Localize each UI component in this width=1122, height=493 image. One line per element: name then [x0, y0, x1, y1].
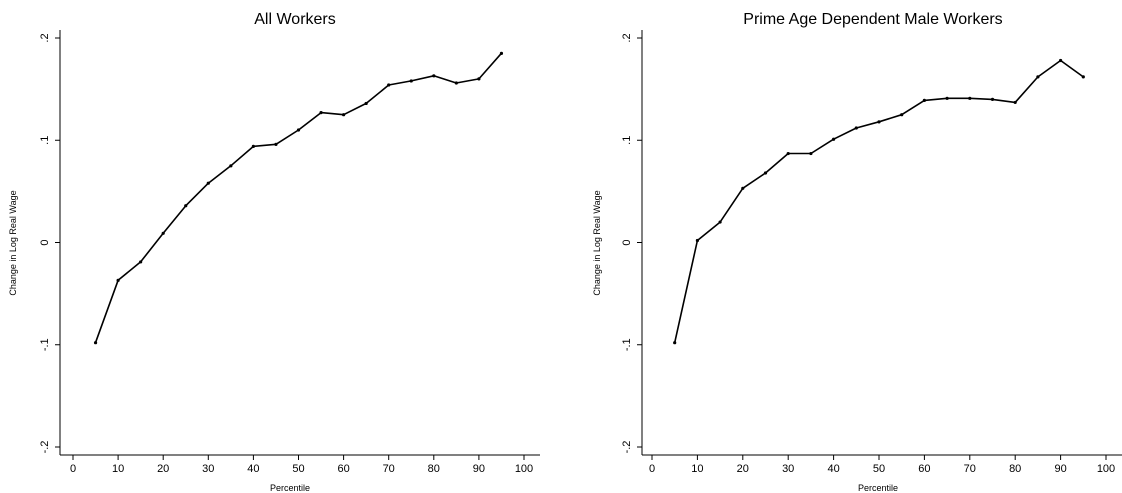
data-point — [945, 96, 949, 100]
x-tick-label: 40 — [827, 463, 839, 475]
data-point — [922, 98, 927, 102]
x-tick-label: 10 — [112, 463, 124, 475]
data-point — [229, 164, 233, 168]
x-tick-label: 60 — [918, 463, 930, 475]
x-tick-label: 60 — [337, 463, 349, 475]
data-point — [387, 83, 391, 87]
x-tick-label: 0 — [649, 463, 655, 475]
x-tick-label: 70 — [383, 463, 395, 475]
data-point — [1081, 75, 1085, 79]
data-point — [184, 204, 188, 208]
x-axis-title: Percentile — [858, 483, 898, 493]
x-tick-label: 30 — [782, 463, 794, 475]
data-point — [990, 97, 995, 101]
data-point — [432, 74, 436, 78]
data-point — [763, 171, 768, 175]
data-point — [832, 137, 836, 141]
x-tick-label: 0 — [70, 463, 76, 475]
y-tick-label: .2 — [621, 33, 633, 42]
x-tick-label: 100 — [515, 463, 533, 475]
x-axis-ticks: 0 10 20 30 40 50 60 70 80 90 100 — [649, 455, 1115, 475]
data-point — [206, 181, 210, 185]
data-point — [673, 341, 677, 345]
data-point — [854, 126, 858, 130]
y-tick-label: -.1 — [39, 338, 51, 351]
data-point — [274, 142, 278, 146]
y-tick-label: .1 — [39, 136, 51, 145]
data-point — [116, 278, 120, 282]
series-group — [93, 51, 504, 345]
x-tick-label: 10 — [691, 463, 703, 475]
data-point — [786, 151, 790, 156]
x-tick-label: 20 — [737, 463, 749, 475]
x-tick-label: 80 — [1009, 463, 1021, 475]
y-tick-label: .1 — [621, 136, 633, 145]
series-line — [673, 59, 1084, 343]
data-point — [139, 260, 143, 264]
data-point — [409, 79, 413, 83]
x-tick-label: 90 — [1054, 463, 1066, 475]
x-axis-ticks: 0 10 20 30 40 50 60 70 80 90 100 — [70, 455, 533, 475]
data-point — [695, 238, 700, 243]
data-point — [319, 111, 323, 115]
x-tick-label: 80 — [428, 463, 440, 475]
chart-panel-all-workers: All Workers -.2 -.1 0 .1 .2 0 10 20 30 40 50 60 70 8… — [8, 11, 540, 493]
data-point — [900, 113, 904, 117]
x-axis-title: Percentile — [270, 483, 310, 493]
series-line — [94, 52, 503, 343]
series-group — [673, 58, 1085, 345]
y-axis-ticks: -.2 -.1 0 .1 .2 — [621, 33, 642, 453]
data-point — [718, 220, 722, 224]
y-tick-label: 0 — [621, 239, 633, 245]
chart-panel-prime-age-dependent-male-workers: Prime Age Dependent Male Workers -.2 -.1 0… — [592, 11, 1122, 493]
chart-title: Prime Age Dependent Male Workers — [743, 11, 1002, 28]
data-point — [1036, 75, 1040, 79]
data-point — [296, 128, 301, 132]
chart-title: All Workers — [254, 11, 336, 28]
x-tick-label: 30 — [202, 463, 214, 475]
x-tick-label: 20 — [157, 463, 169, 475]
y-tick-label: .2 — [39, 33, 51, 42]
data-point — [877, 120, 881, 124]
data-point — [342, 113, 346, 117]
data-point — [809, 151, 813, 156]
x-tick-label: 90 — [473, 463, 485, 475]
x-tick-label: 40 — [247, 463, 259, 475]
x-tick-label: 50 — [292, 463, 304, 475]
x-tick-label: 100 — [1097, 463, 1115, 475]
y-axis-ticks: -.2 -.1 0 .1 .2 — [39, 33, 60, 453]
data-point — [741, 186, 745, 190]
y-axis-title: Change in Log Real Wage — [592, 190, 602, 295]
data-point — [1059, 58, 1063, 63]
data-point — [251, 144, 255, 148]
y-tick-label: 0 — [39, 239, 51, 245]
data-point — [364, 101, 368, 106]
y-axis-title: Change in Log Real Wage — [8, 190, 18, 295]
data-point — [499, 51, 504, 55]
x-tick-label: 50 — [873, 463, 885, 475]
x-tick-label: 70 — [964, 463, 976, 475]
data-point — [1013, 100, 1017, 105]
y-tick-label: -.2 — [621, 441, 633, 454]
y-tick-label: -.2 — [39, 441, 51, 454]
data-point — [93, 341, 98, 345]
data-point — [477, 77, 481, 81]
data-point — [454, 81, 458, 85]
data-point — [968, 96, 972, 100]
data-point — [161, 231, 165, 235]
y-tick-label: -.1 — [621, 338, 633, 351]
